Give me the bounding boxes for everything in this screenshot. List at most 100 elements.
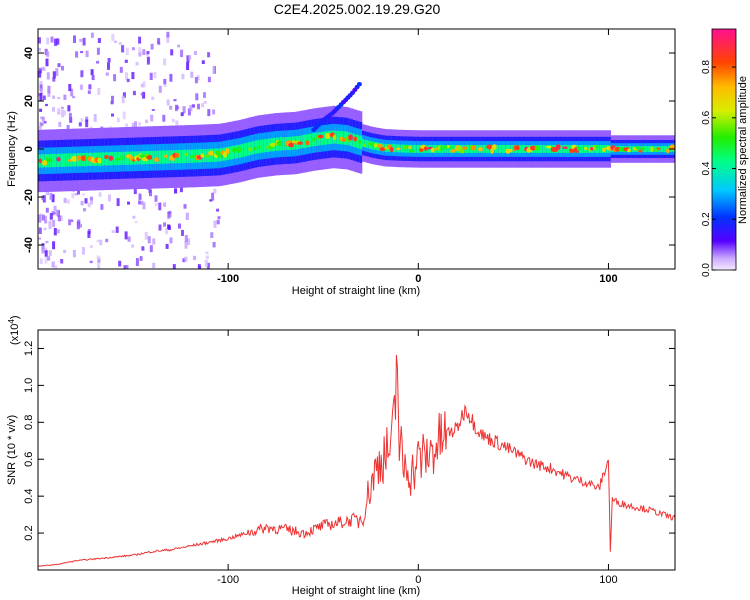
speckle-cell: [180, 112, 184, 117]
speckle-cell: [113, 40, 117, 43]
speckle-cell: [85, 119, 89, 128]
speckle-cell: [187, 238, 191, 246]
speckle-cell: [206, 262, 210, 269]
ridge-cell: [364, 139, 367, 148]
spectrogram-y-axis-label: Frequency (Hz): [6, 111, 18, 187]
ridge-peak: [650, 146, 654, 153]
ridge-peak: [311, 137, 317, 142]
speckle-cell: [68, 112, 72, 120]
speckle-cell: [44, 215, 47, 222]
ridge-peak: [491, 144, 498, 150]
speckle-cell: [195, 93, 199, 101]
speckle-cell: [205, 251, 209, 254]
speckle-cell: [66, 124, 70, 131]
ridge-cell: [400, 144, 404, 153]
speckle-cell: [175, 104, 178, 111]
speckle-cell: [82, 37, 86, 46]
speckle-cell: [46, 51, 50, 57]
speckle-cell: [47, 256, 51, 261]
speckle-cell: [158, 202, 162, 211]
speckle-cell: [167, 211, 171, 219]
speckle-cell: [39, 80, 43, 84]
speckle-cell: [54, 265, 58, 269]
ridge-peak: [81, 155, 86, 162]
ridge-cell: [106, 152, 110, 166]
speckle-cell: [43, 121, 47, 124]
speckle-cell: [111, 95, 114, 102]
speckle-cell: [105, 72, 109, 76]
speckle-cell: [118, 42, 122, 45]
ridge-cell: [663, 146, 666, 152]
speckle-cell: [80, 70, 84, 78]
ridge-peak: [462, 146, 468, 150]
ridge-peak: [362, 143, 366, 147]
speckle-cell: [111, 113, 114, 117]
speckle-cell: [96, 60, 100, 64]
speckle-cell: [131, 244, 135, 248]
speckle-cell: [152, 262, 156, 269]
speckle-cell: [203, 92, 206, 98]
speckle-cell: [82, 193, 85, 196]
speckle-cell: [149, 72, 153, 80]
speckle-cell: [185, 212, 189, 220]
speckle-cell: [141, 246, 145, 251]
speckle-cell: [140, 83, 144, 88]
ridge-cell: [320, 131, 324, 146]
ridge-peak: [42, 159, 48, 166]
ridge-peak: [627, 148, 631, 153]
speckle-cell: [91, 75, 95, 81]
speckle-cell: [97, 261, 101, 269]
speckle-cell: [38, 68, 42, 74]
speckle-cell: [162, 114, 166, 122]
ridge-cell: [229, 146, 233, 160]
ridge-peak: [377, 143, 383, 149]
speckle-cell: [135, 258, 139, 266]
ridge-cell: [631, 146, 634, 152]
ridge-peak: [555, 144, 561, 151]
ridge-peak: [154, 157, 160, 163]
ridge-cell: [519, 145, 523, 153]
ridge-cell: [503, 145, 507, 153]
ridge-peak: [576, 146, 581, 151]
speckle-cell: [63, 249, 67, 253]
ridge-cell: [562, 145, 566, 153]
speckle-cell: [149, 245, 153, 253]
speckle-cell: [70, 219, 74, 222]
snr-frame: [37, 329, 676, 571]
speckle-cell: [142, 81, 146, 88]
ridge-peak: [175, 152, 180, 158]
speckle-cell: [126, 78, 130, 83]
ridge-peak: [389, 146, 394, 153]
speckle-cell: [166, 35, 170, 43]
ridge-peak: [146, 155, 154, 160]
speckle-cell: [63, 197, 67, 203]
speckle-cell: [80, 118, 84, 122]
ridge-cell: [629, 146, 632, 152]
ridge-cell: [181, 149, 185, 164]
speckle-cell: [183, 204, 187, 209]
y-tick-label: 1.0: [23, 378, 35, 393]
speckle-cell: [163, 202, 167, 207]
speckle-cell: [145, 53, 149, 57]
speckle-cell: [177, 44, 181, 48]
ridge-cell: [343, 131, 347, 145]
speckle-cell: [138, 47, 142, 55]
ridge-cell: [405, 144, 408, 153]
speckle-cell: [44, 220, 48, 224]
speckle-cell: [125, 47, 129, 56]
speckle-cell: [57, 215, 61, 222]
speckle-cell: [38, 71, 42, 78]
ridge-cell: [302, 134, 306, 149]
ridge-peak: [71, 155, 78, 162]
speckle-cell: [85, 116, 89, 122]
colorbar-tick-label: 0.4: [701, 161, 712, 175]
ridge-cell: [409, 144, 413, 153]
speckle-cell: [44, 247, 48, 253]
speckle-cell: [107, 58, 111, 63]
speckle-cell: [184, 256, 188, 262]
speckle-cell: [45, 240, 49, 244]
snr-panel: -100 0 100 0.2 0.4 0.6 0.8 1.0 1.2 (x104): [7, 315, 676, 586]
speckle-cell: [98, 192, 102, 197]
ridge-peak: [614, 146, 621, 152]
colorbar-tick-label: 0.0: [701, 263, 712, 277]
